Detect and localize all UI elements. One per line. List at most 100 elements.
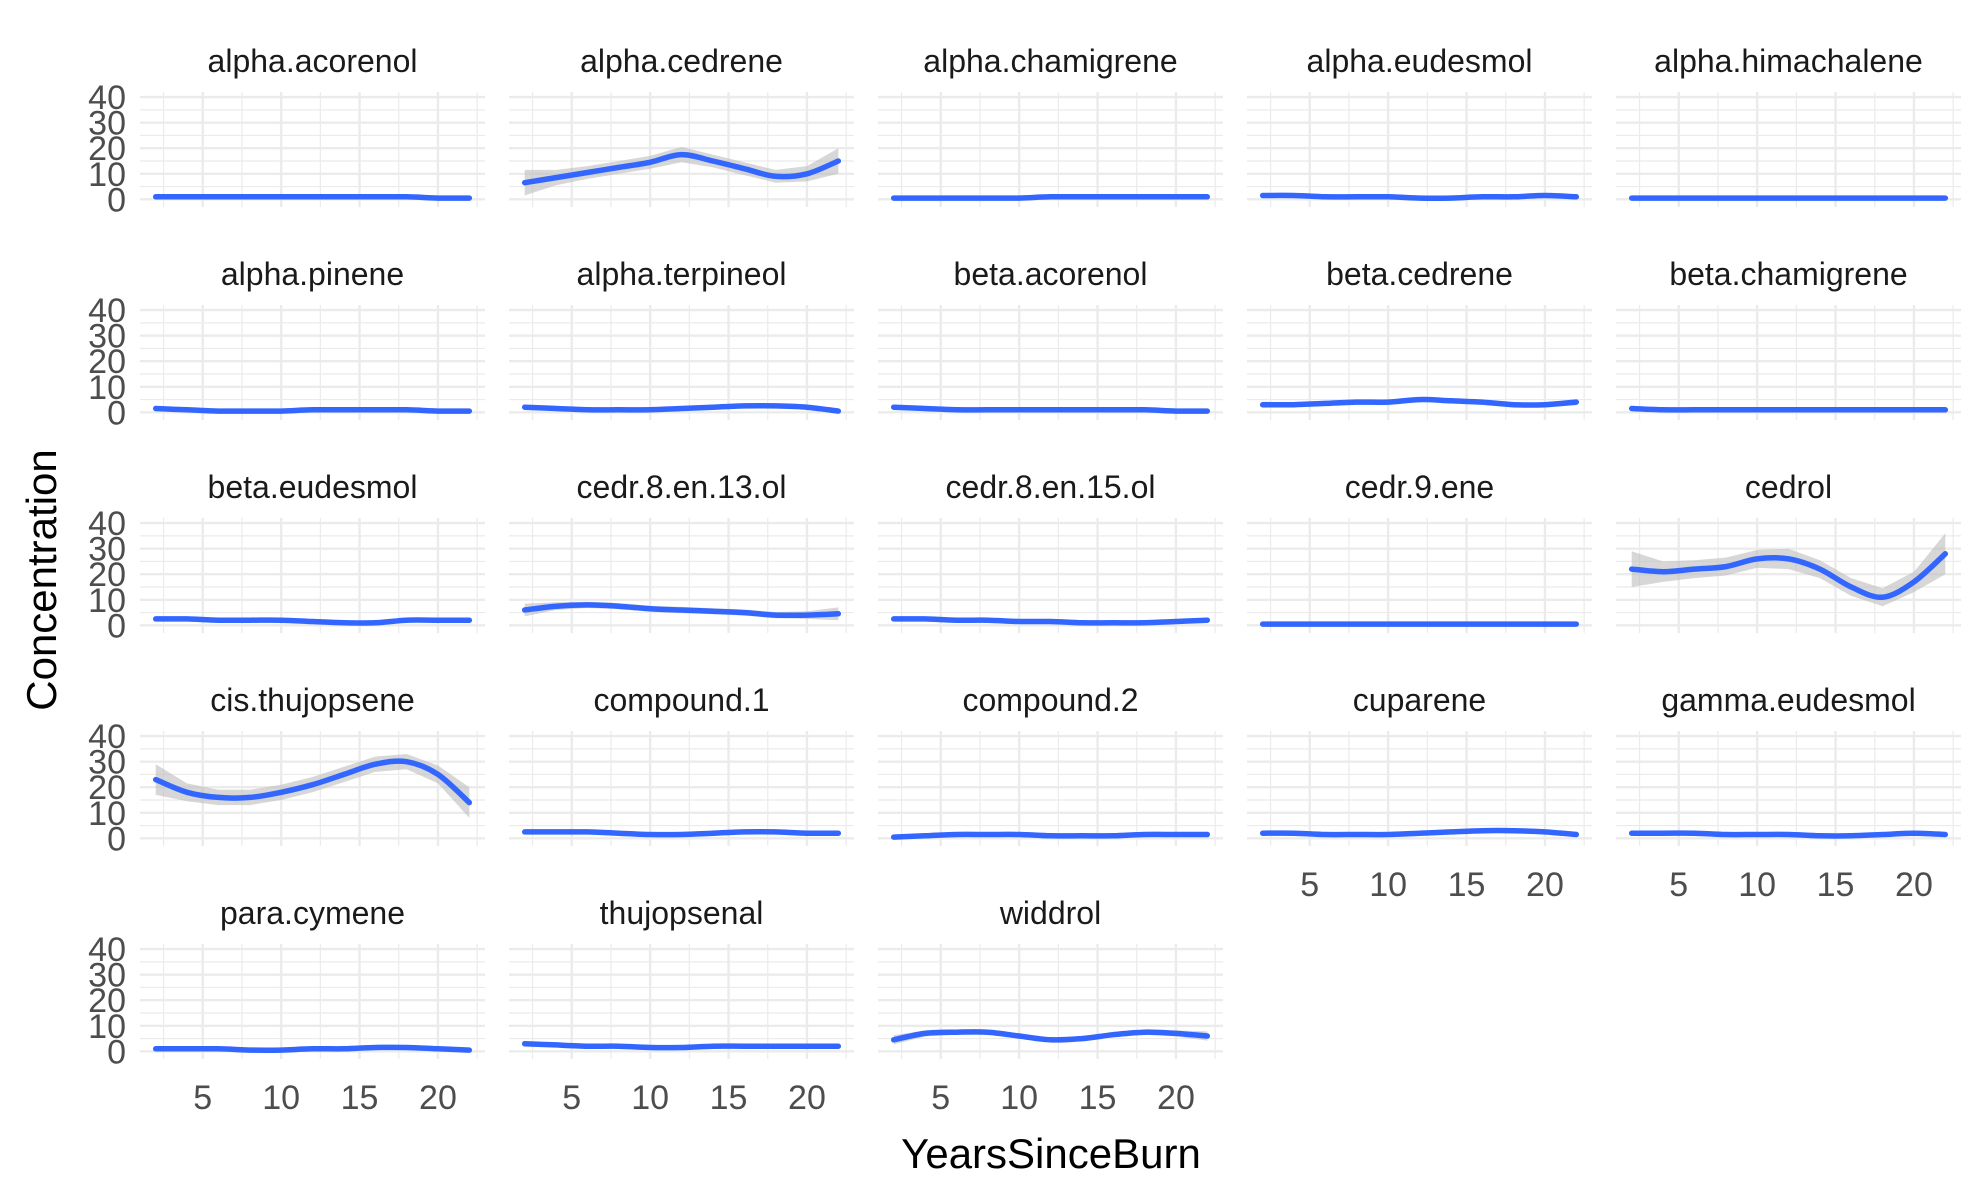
trend-line bbox=[890, 404, 1211, 414]
y-tick-label: 40 bbox=[88, 79, 126, 117]
y-tick-label: 20 bbox=[88, 343, 126, 381]
y-tick-label: 30 bbox=[88, 957, 126, 995]
y-tick-label: 10 bbox=[88, 582, 126, 620]
y-tick-label: 30 bbox=[88, 105, 126, 143]
confidence-band bbox=[1631, 533, 1946, 607]
facet-title: cedr.8.en.13.ol bbox=[577, 469, 787, 505]
facet-panel: cedr.8.en.13.ol bbox=[509, 469, 854, 633]
trend-line bbox=[152, 1044, 473, 1053]
x-tick-label: 10 bbox=[262, 1079, 300, 1117]
facet-title: alpha.himachalene bbox=[1654, 43, 1923, 79]
facet-panel: cedrol bbox=[1616, 469, 1961, 633]
trend-line bbox=[1259, 827, 1580, 838]
facet-panel: compound.2 bbox=[878, 682, 1223, 846]
x-tick-label: 15 bbox=[341, 1079, 379, 1117]
y-tick-label: 30 bbox=[88, 318, 126, 356]
y-tick-label: 20 bbox=[88, 130, 126, 168]
x-tick-label: 20 bbox=[419, 1079, 457, 1117]
trend-line bbox=[1628, 551, 1949, 600]
x-tick-label: 15 bbox=[1079, 1079, 1117, 1117]
y-tick-label: 40 bbox=[88, 931, 126, 969]
facet-title: alpha.acorenol bbox=[208, 43, 418, 79]
facet-title: compound.1 bbox=[593, 682, 769, 718]
trend-line bbox=[521, 151, 842, 186]
trend-line bbox=[890, 1029, 1211, 1043]
trend-line bbox=[1259, 396, 1580, 408]
facet-panel: alpha.cedrene bbox=[509, 43, 854, 207]
trend-line bbox=[521, 403, 842, 414]
facet-panel: widdrol 5 10 15 20 bbox=[878, 895, 1223, 1117]
facet-title: alpha.chamigrene bbox=[923, 43, 1177, 79]
trend-line bbox=[152, 405, 473, 414]
trend-line bbox=[890, 193, 1211, 201]
y-tick-label: 40 bbox=[88, 292, 126, 330]
facet-panel: beta.acorenol bbox=[878, 256, 1223, 420]
y-tick-label: 10 bbox=[88, 795, 126, 833]
y-tick-label: 20 bbox=[88, 556, 126, 594]
x-tick-label: 10 bbox=[631, 1079, 669, 1117]
facet-title: alpha.eudesmol bbox=[1307, 43, 1533, 79]
facet-title: thujopsenal bbox=[600, 895, 764, 931]
y-tick-label: 10 bbox=[88, 369, 126, 407]
facet-title: beta.chamigrene bbox=[1669, 256, 1907, 292]
x-tick-label: 15 bbox=[1448, 866, 1486, 904]
x-tick-label: 5 bbox=[931, 1079, 950, 1117]
y-tick-label: 0 bbox=[107, 181, 126, 219]
x-tick-label: 20 bbox=[788, 1079, 826, 1117]
x-tick-label: 5 bbox=[562, 1079, 581, 1117]
y-tick-label: 30 bbox=[88, 531, 126, 569]
facet-panel: compound.1 bbox=[509, 682, 854, 846]
x-tick-label: 20 bbox=[1895, 866, 1933, 904]
x-tick-label: 5 bbox=[1669, 866, 1688, 904]
facet-title: alpha.pinene bbox=[221, 256, 404, 292]
y-tick-label: 40 bbox=[88, 505, 126, 543]
trend-line bbox=[152, 758, 473, 806]
trend-line bbox=[152, 193, 473, 201]
trend-line bbox=[521, 1040, 842, 1051]
x-tick-label: 15 bbox=[710, 1079, 748, 1117]
x-tick-label: 20 bbox=[1157, 1079, 1195, 1117]
facet-title: widdrol bbox=[999, 895, 1101, 931]
facet-title: compound.2 bbox=[962, 682, 1138, 718]
facet-title: gamma.eudesmol bbox=[1661, 682, 1915, 718]
facet-title: alpha.terpineol bbox=[577, 256, 787, 292]
y-tick-label: 10 bbox=[88, 156, 126, 194]
x-axis-title: YearsSinceBurn bbox=[901, 1130, 1201, 1177]
x-tick-label: 20 bbox=[1526, 866, 1564, 904]
y-tick-label: 20 bbox=[88, 982, 126, 1020]
facet-title: cedr.9.ene bbox=[1345, 469, 1494, 505]
trend-line bbox=[1628, 405, 1949, 413]
x-tick-label: 5 bbox=[1300, 866, 1319, 904]
facet-title: cis.thujopsene bbox=[210, 682, 415, 718]
y-tick-label: 10 bbox=[88, 1008, 126, 1046]
trend-line bbox=[1628, 830, 1949, 839]
y-tick-label: 0 bbox=[107, 820, 126, 858]
trend-line bbox=[521, 602, 842, 619]
facet-title: cedrol bbox=[1745, 469, 1832, 505]
x-tick-label: 10 bbox=[1000, 1079, 1038, 1117]
facet-panel: cedr.9.ene bbox=[1247, 469, 1592, 633]
x-tick-label: 10 bbox=[1738, 866, 1776, 904]
facet-panel: alpha.himachalene bbox=[1616, 43, 1961, 207]
y-tick-label: 0 bbox=[107, 607, 126, 645]
facet-title: para.cymene bbox=[220, 895, 405, 931]
facet-panel: cuparene 5 10 15 20 bbox=[1247, 682, 1592, 904]
facet-panel: beta.chamigrene bbox=[1616, 256, 1961, 420]
facet-panel: gamma.eudesmol 5 10 15 20 bbox=[1616, 682, 1961, 904]
y-tick-label: 40 bbox=[88, 718, 126, 756]
facet-title: cuparene bbox=[1353, 682, 1486, 718]
facet-title: cedr.8.en.15.ol bbox=[946, 469, 1156, 505]
x-tick-label: 5 bbox=[193, 1079, 212, 1117]
facet-title: alpha.cedrene bbox=[580, 43, 783, 79]
trend-line bbox=[152, 616, 473, 626]
facet-panel: alpha.terpineol bbox=[509, 256, 854, 420]
y-axis-title: Concentration bbox=[18, 449, 65, 711]
facet-title: beta.cedrene bbox=[1326, 256, 1513, 292]
facet-title: beta.eudesmol bbox=[208, 469, 418, 505]
y-tick-label: 0 bbox=[107, 1033, 126, 1071]
